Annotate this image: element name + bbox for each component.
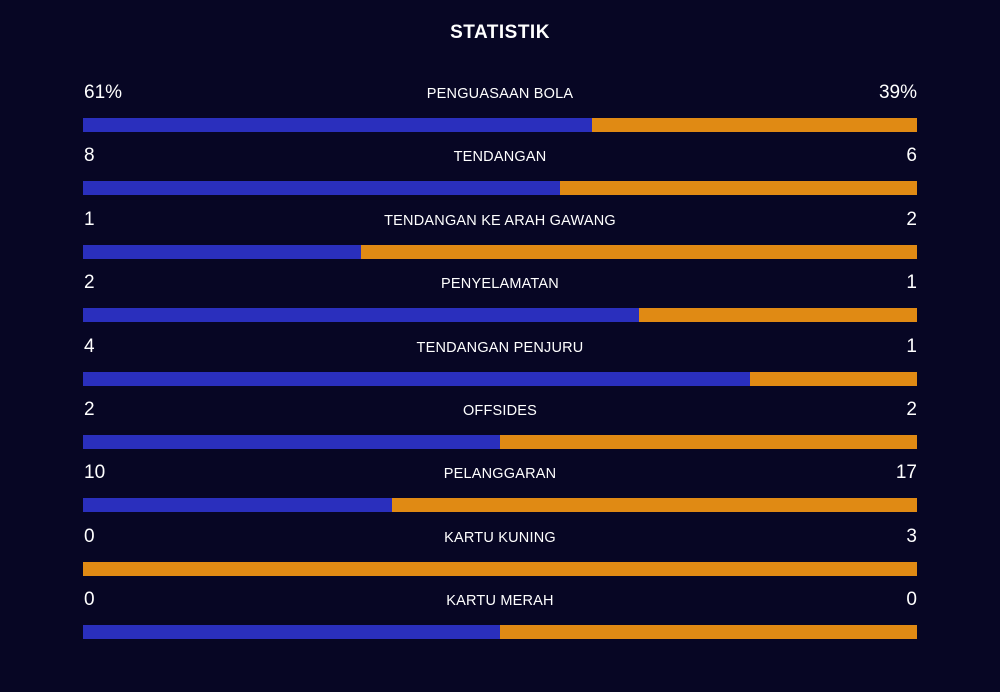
home-bar-segment	[83, 498, 392, 513]
home-value: 8	[84, 145, 95, 167]
stat-label: TENDANGAN	[453, 149, 547, 166]
away-bar-segment	[559, 181, 917, 196]
comparison-bar	[83, 181, 917, 196]
away-value: 17	[895, 462, 917, 484]
home-bar-segment	[83, 625, 500, 640]
stat-label: OFFSIDES	[462, 402, 538, 419]
away-value: 1	[906, 272, 917, 294]
home-value: 4	[84, 335, 95, 357]
stat-row-fouls: 10 PELANGGARAN 17	[83, 460, 917, 523]
comparison-bar	[83, 561, 917, 576]
stat-row-possession: 61% PENGUASAAN BOLA 39%	[83, 80, 917, 143]
comparison-bar	[83, 118, 917, 132]
home-bar-segment	[83, 371, 751, 386]
stat-label: PENGUASAAN BOLA	[426, 86, 574, 102]
away-bar-segment	[83, 561, 917, 576]
away-bar-segment	[500, 434, 917, 449]
comparison-bar	[83, 244, 917, 259]
away-bar-segment	[360, 244, 917, 259]
stat-label: KARTU MERAH	[446, 593, 554, 610]
stat-label: TENDANGAN PENJURU	[416, 339, 584, 356]
stat-label: PELANGGARAN	[443, 466, 557, 483]
stat-row-corners: 4 TENDANGAN PENJURU 1	[83, 334, 917, 397]
away-value: 2	[906, 208, 917, 230]
away-value: 3	[906, 525, 917, 547]
home-bar-segment	[83, 181, 560, 196]
home-value: 0	[84, 525, 95, 547]
away-bar-segment	[750, 371, 917, 386]
stat-label: KARTU KUNING	[444, 529, 556, 546]
stat-label: TENDANGAN KE ARAH GAWANG	[384, 212, 616, 229]
comparison-bar	[83, 371, 917, 386]
stat-row-shots: 8 TENDANGAN 6	[83, 143, 917, 206]
away-value: 6	[906, 145, 917, 167]
home-bar-segment	[83, 244, 361, 259]
home-value: 10	[84, 462, 106, 484]
away-bar-segment	[591, 118, 917, 132]
home-value: 61%	[84, 82, 123, 103]
comparison-bar	[83, 308, 917, 323]
comparison-bar	[83, 434, 917, 449]
home-bar-segment	[83, 308, 639, 323]
home-value: 0	[84, 589, 95, 611]
away-bar-segment	[500, 625, 917, 640]
away-value: 39%	[878, 82, 917, 103]
comparison-bar	[83, 498, 917, 513]
home-value: 1	[84, 208, 95, 230]
stats-title: STATISTIK	[450, 22, 550, 43]
home-bar-segment	[83, 434, 500, 449]
stat-row-shots-on-target: 1 TENDANGAN KE ARAH GAWANG 2	[83, 207, 917, 270]
stat-label: PENYELAMATAN	[441, 276, 559, 293]
away-bar-segment	[638, 308, 917, 323]
stat-row-yellow-cards: 0 KARTU KUNING 3	[83, 524, 917, 587]
stats-list: 61% PENGUASAAN BOLA 39% 8 TENDANGAN 6 1 …	[83, 80, 917, 651]
comparison-bar	[83, 625, 917, 640]
home-value: 2	[84, 398, 95, 420]
home-bar-segment	[83, 118, 592, 132]
away-bar-segment	[391, 498, 917, 513]
home-value: 2	[84, 272, 95, 294]
stat-row-saves: 2 PENYELAMATAN 1	[83, 270, 917, 333]
stat-row-offsides: 2 OFFSIDES 2	[83, 397, 917, 460]
stat-row-red-cards: 0 KARTU MERAH 0	[83, 587, 917, 650]
away-value: 0	[906, 589, 917, 611]
away-value: 1	[906, 335, 917, 357]
away-value: 2	[906, 398, 917, 420]
